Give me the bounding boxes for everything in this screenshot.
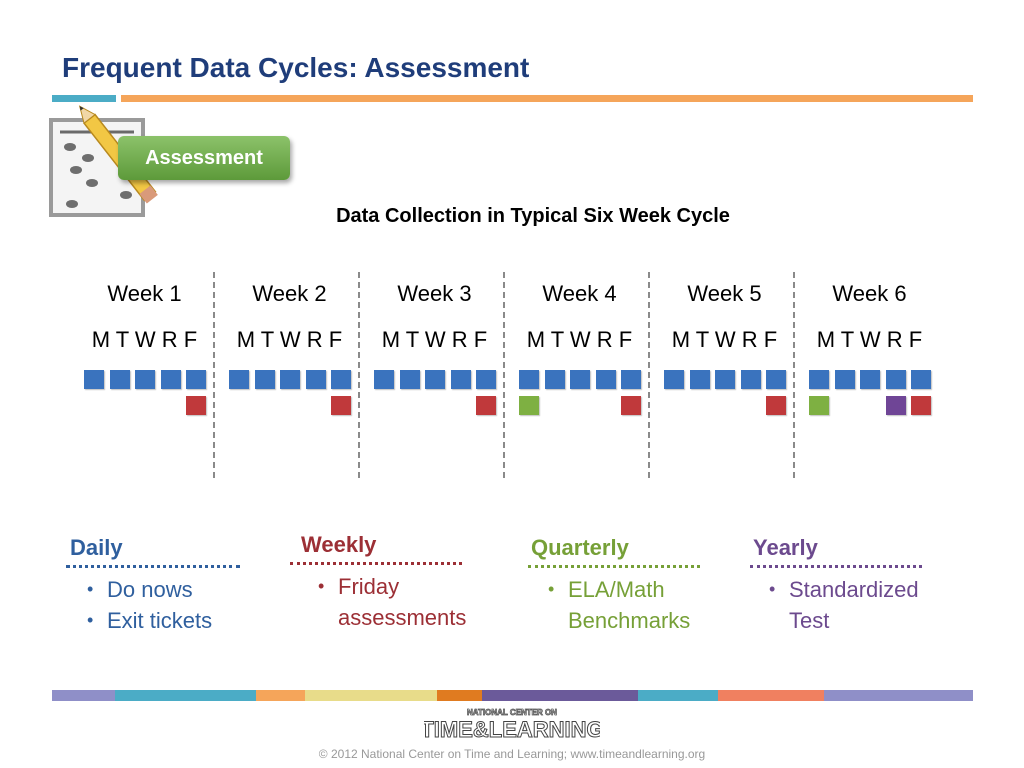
weekly-list-item: • Friday assessments xyxy=(318,571,467,633)
logo-main-text: TIME&LEARNING xyxy=(424,717,600,742)
daily-list-item: • Exit tickets xyxy=(87,605,213,636)
daily-assessment-marker xyxy=(399,370,420,389)
daily-assessment-marker xyxy=(280,370,300,389)
daily-assessment-marker xyxy=(254,370,275,389)
daily-assessment-marker xyxy=(374,370,394,389)
daily-assessment-marker xyxy=(544,370,565,389)
weekday-letters: M T W R F xyxy=(236,327,343,352)
quarterly-assessment-marker xyxy=(809,396,829,415)
daily-assessment-marker xyxy=(425,370,445,389)
daily-assessment-marker xyxy=(621,370,641,389)
list-item-text: Exit tickets xyxy=(107,608,213,633)
bullet-icon: • xyxy=(87,579,94,599)
daily-dotted-underline xyxy=(66,565,240,568)
weekly-assessment-marker xyxy=(186,396,206,415)
quarterly-assessment-marker xyxy=(519,396,539,415)
daily-assessment-marker xyxy=(885,370,906,389)
weekly-assessment-marker xyxy=(911,396,931,415)
quarterly-list-item: • ELA/Math Benchmarks xyxy=(548,574,691,636)
week-divider xyxy=(358,272,360,478)
weekday-letters: M T W R F xyxy=(671,327,778,352)
diagram-subtitle: Data Collection in Typical Six Week Cycl… xyxy=(336,205,730,227)
weekday-letters: M T W R F xyxy=(91,327,198,352)
week-label: Week 2 xyxy=(252,281,327,306)
daily-assessment-marker xyxy=(664,370,684,389)
daily-assessment-marker xyxy=(135,370,155,389)
bullet-icon: • xyxy=(318,576,325,596)
yearly-title: Yearly xyxy=(753,535,818,560)
week-label: Week 1 xyxy=(107,281,182,306)
weekly-title: Weekly xyxy=(301,532,377,557)
footer-color-bar xyxy=(52,690,973,701)
copyright-text: © 2012 National Center on Time and Learn… xyxy=(318,747,706,761)
weekly-assessment-marker xyxy=(621,396,641,415)
yearly-dotted-underline xyxy=(750,565,922,568)
daily-assessment-marker xyxy=(860,370,880,389)
week-label: Week 5 xyxy=(687,281,762,306)
week-label: Week 6 xyxy=(832,281,907,306)
list-item-text: ELA/Math Benchmarks xyxy=(568,577,691,633)
title-underline-orange xyxy=(121,95,973,102)
assessment-badge: Assessment xyxy=(118,136,290,180)
bullet-icon: • xyxy=(87,610,94,630)
daily-assessment-marker xyxy=(740,370,761,389)
quarterly-dotted-underline xyxy=(528,565,700,568)
daily-assessment-marker xyxy=(834,370,855,389)
daily-assessment-marker xyxy=(476,370,496,389)
weekly-assessment-marker xyxy=(476,396,496,415)
daily-assessment-marker xyxy=(331,370,351,389)
weekly-dotted-underline xyxy=(290,562,462,565)
week-divider xyxy=(213,272,215,478)
week-divider xyxy=(793,272,795,478)
daily-assessment-marker xyxy=(911,370,931,389)
weekday-letters: M T W R F xyxy=(526,327,633,352)
weekly-assessment-marker xyxy=(766,396,786,415)
quarterly-title: Quarterly xyxy=(531,535,629,560)
daily-assessment-marker xyxy=(689,370,710,389)
list-item-text: Do nows xyxy=(107,577,193,602)
daily-title: Daily xyxy=(70,535,123,560)
weekly-assessment-marker xyxy=(331,396,351,415)
daily-assessment-marker xyxy=(595,370,616,389)
bullet-icon: • xyxy=(548,579,555,599)
daily-assessment-marker xyxy=(160,370,181,389)
week-divider xyxy=(503,272,505,478)
daily-list-item: • Do nows xyxy=(87,574,193,605)
daily-assessment-marker xyxy=(305,370,326,389)
yearly-list-item: • Standardized Test xyxy=(769,574,919,636)
daily-assessment-marker xyxy=(570,370,590,389)
daily-assessment-marker xyxy=(715,370,735,389)
daily-assessment-marker xyxy=(84,370,104,389)
daily-assessment-marker xyxy=(809,370,829,389)
daily-assessment-marker xyxy=(450,370,471,389)
week-label: Week 3 xyxy=(397,281,472,306)
week-divider xyxy=(648,272,650,478)
ncotl-logo: NATIONAL CENTER ON TIME&LEARNING xyxy=(424,708,600,742)
weekday-letters: M T W R F xyxy=(816,327,923,352)
weekday-letters: M T W R F xyxy=(381,327,488,352)
daily-assessment-marker xyxy=(766,370,786,389)
logo-top-text: NATIONAL CENTER ON xyxy=(467,708,557,717)
daily-assessment-marker xyxy=(519,370,539,389)
daily-assessment-marker xyxy=(229,370,249,389)
yearly-assessment-marker xyxy=(885,396,906,415)
list-item-text: Friday assessments xyxy=(338,574,467,630)
page-title: Frequent Data Cycles: Assessment xyxy=(62,52,530,83)
list-item-text: Standardized Test xyxy=(789,577,919,633)
daily-assessment-marker xyxy=(109,370,130,389)
bullet-icon: • xyxy=(769,579,776,599)
title-underline-teal xyxy=(52,95,116,102)
daily-assessment-marker xyxy=(186,370,206,389)
week-label: Week 4 xyxy=(542,281,617,306)
